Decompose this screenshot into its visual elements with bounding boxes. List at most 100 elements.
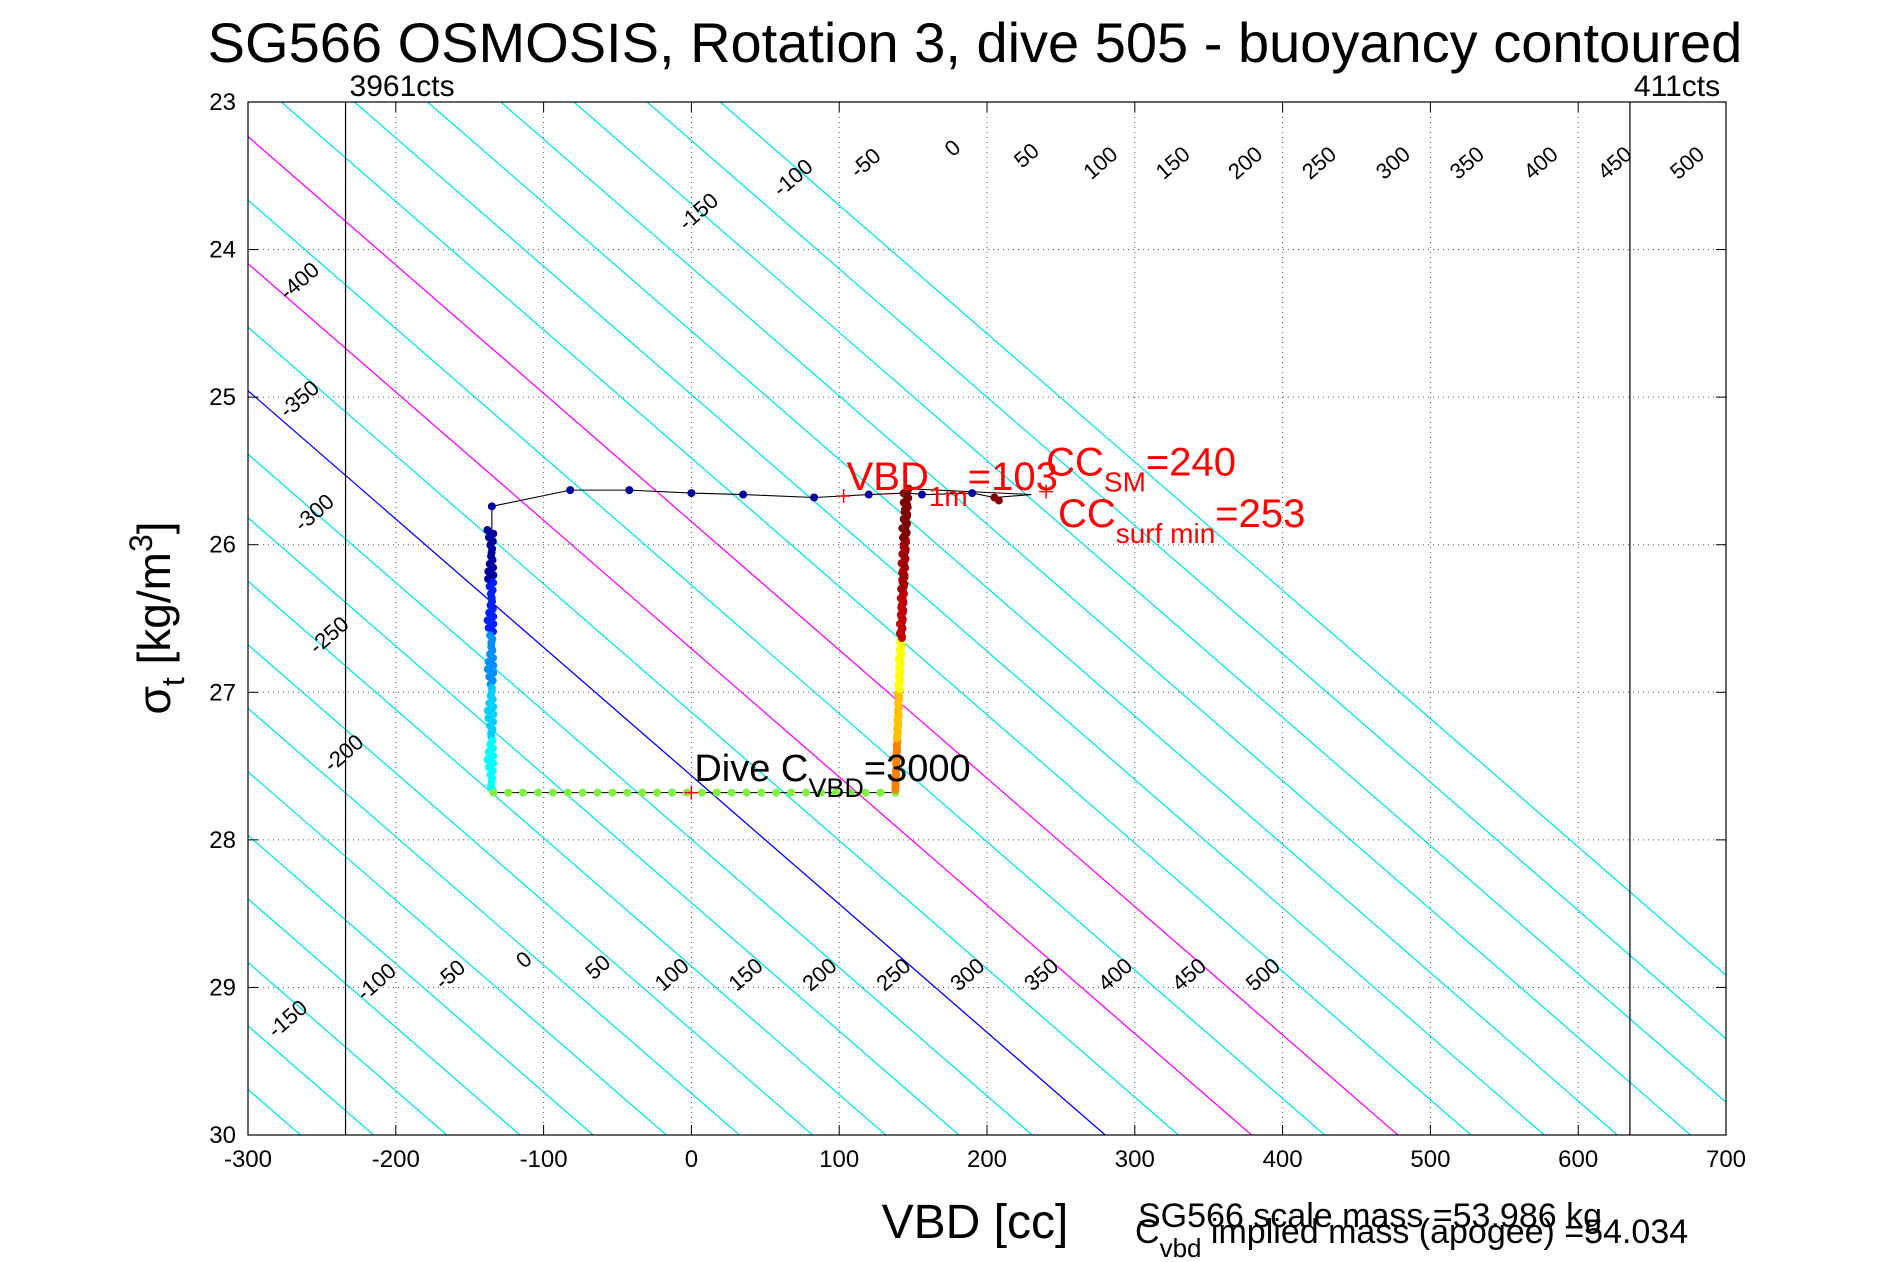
- contour-line: [719, 102, 1726, 977]
- x-tick-label: -100: [520, 1146, 568, 1173]
- bottom-point: [861, 788, 870, 797]
- contour-line: [248, 135, 1399, 1135]
- surface-point: [917, 490, 926, 499]
- bottom-point: [846, 788, 855, 797]
- y-tick-label: 24: [209, 237, 236, 264]
- x-axis-ticks: -300 -200 -100 0 100 200 300 400 500 600 700: [224, 102, 1746, 1173]
- bottom-point: [697, 788, 706, 797]
- x-tick-label: 300: [1115, 1146, 1155, 1173]
- annotation-ccsm: CCSM=240: [1046, 440, 1236, 497]
- contour-line: [248, 898, 521, 1135]
- bottom-point: [831, 788, 840, 797]
- bottom-point: [623, 788, 632, 797]
- y-tick-label: 28: [209, 827, 236, 854]
- bottom-point: [772, 788, 781, 797]
- surface-point: [687, 489, 696, 498]
- contour-line: [248, 516, 960, 1135]
- surface-point: [864, 490, 873, 499]
- contour-line: [500, 102, 1691, 1135]
- y-axis-label-sup: 3: [123, 534, 159, 552]
- x-tick-label: 0: [685, 1146, 698, 1173]
- contour-line: [427, 102, 1618, 1135]
- y-tick-label: 25: [209, 384, 236, 411]
- y-axis-label: σt [kg/m3]: [123, 521, 191, 714]
- bottom-point: [802, 788, 811, 797]
- contour-line: [248, 389, 1106, 1135]
- contour-line: [248, 326, 1179, 1135]
- bottom-point: [548, 788, 557, 797]
- bottom-point: [757, 788, 766, 797]
- bottom-point: [787, 788, 796, 797]
- contour-line: [248, 707, 740, 1135]
- x-tick-label: 100: [819, 1146, 859, 1173]
- bottom-point: [816, 788, 825, 797]
- chart-title: SG566 OSMOSIS, Rotation 3, dive 505 - bu…: [208, 11, 1743, 74]
- bottom-point: [742, 788, 751, 797]
- svg-text:σt [kg/m3]: σt [kg/m3]: [123, 521, 191, 714]
- cvbd-mass-text: Cvbd implied mass (apogee) =54.034: [1135, 1213, 1688, 1262]
- y-tick-label: 23: [209, 89, 236, 116]
- x-tick-label: 500: [1410, 1146, 1450, 1173]
- surface-point: [487, 502, 496, 511]
- x-tick-label: 700: [1706, 1146, 1746, 1173]
- x-tick-label: 600: [1558, 1146, 1598, 1173]
- vbd-limit-lines: 3961cts 411cts: [344, 70, 1720, 1135]
- data-points: [483, 484, 1054, 800]
- surface-point: [810, 493, 819, 502]
- surface-point: [625, 486, 634, 495]
- surface-point: [739, 490, 748, 499]
- bottom-point: [519, 788, 528, 797]
- surface-point: [566, 486, 575, 495]
- annotation-ccsurf: CCsurf min=253: [1058, 492, 1305, 549]
- cvbd-sub: vbd: [1160, 1233, 1202, 1262]
- dive-point: [483, 755, 492, 764]
- bottom-point: [578, 788, 587, 797]
- contour-line: [646, 102, 1726, 1040]
- bottom-point: [727, 788, 736, 797]
- contour-line: [248, 834, 594, 1135]
- y-tick-label: 30: [209, 1122, 236, 1149]
- contour-line: [248, 770, 667, 1135]
- contour-line: [353, 102, 1545, 1135]
- bottom-point: [534, 788, 543, 797]
- footer-text: SG566 scale mass =53.986 kg Cvbd implied…: [1135, 1197, 1688, 1262]
- surface-point: [968, 489, 977, 498]
- dive-point: [483, 616, 492, 625]
- bottom-point: [668, 788, 677, 797]
- climb-point: [904, 484, 913, 493]
- bottom-point: [653, 788, 662, 797]
- y-axis-label-sub: t: [155, 677, 191, 686]
- scale-mass-text: SG566 scale mass =53.986 kg: [1138, 1197, 1602, 1235]
- y-tick-label: 29: [209, 974, 236, 1001]
- x-axis-label: VBD [cc]: [882, 1196, 1069, 1249]
- vbd-limit-label: 3961cts: [350, 70, 455, 103]
- bottom-point: [608, 788, 617, 797]
- bottom-point: [593, 788, 602, 797]
- contour-line: [248, 643, 814, 1135]
- x-tick-label: -200: [372, 1146, 420, 1173]
- y-axis-label-close: ]: [128, 521, 180, 534]
- cvbd-main: C: [1135, 1213, 1160, 1251]
- dive-point: [489, 751, 498, 760]
- bottom-point: [504, 788, 513, 797]
- contour-line: [280, 102, 1472, 1135]
- plus-marker: [684, 785, 699, 800]
- y-axis-ticks: 23 24 25 26 27 28 29 30: [209, 89, 1726, 1149]
- contour-line: [248, 262, 1252, 1135]
- annotation-divec: Dive CVBD=3000: [694, 748, 970, 803]
- contour-line: [573, 102, 1726, 1104]
- contour-line: [248, 580, 887, 1135]
- bottom-point: [638, 788, 647, 797]
- buoyancy-contours: [248, 102, 1726, 1135]
- bottom-point: [489, 788, 498, 797]
- x-tick-label: 200: [967, 1146, 1007, 1173]
- contour-line: [248, 199, 1326, 1135]
- x-tick-label: -300: [224, 1146, 272, 1173]
- cvbd-tail: implied mass (apogee) =54.034: [1201, 1213, 1688, 1251]
- bottom-point: [563, 788, 572, 797]
- y-tick-label: 27: [209, 679, 236, 706]
- y-axis-label-units: [kg/m: [128, 552, 180, 677]
- plus-marker: [836, 489, 851, 504]
